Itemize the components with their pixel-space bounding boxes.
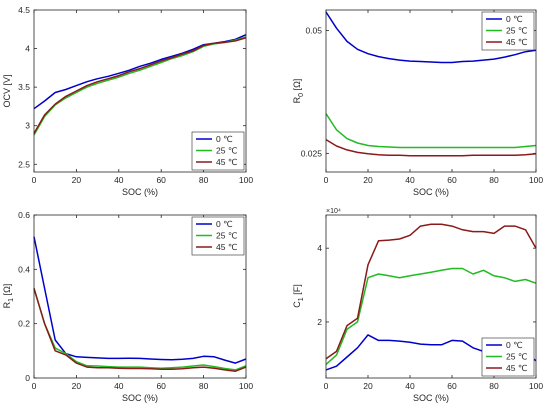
legend: 0 ℃ 25 ℃45 ℃	[191, 216, 245, 256]
legend: 0 ℃ 25 ℃45 ℃	[191, 131, 245, 171]
y-tick-label: 3	[25, 121, 30, 131]
x-axis-label: SOC (%)	[413, 187, 449, 197]
legend-label: 25 ℃	[216, 231, 238, 241]
y-axis-label-unit: [Ω]	[2, 284, 12, 298]
legend-label: 45 ℃	[506, 37, 528, 47]
x-tick-label: 40	[405, 381, 415, 391]
axes-frame	[325, 214, 537, 379]
y-axis-label-symbol: C	[292, 301, 302, 308]
series-line-3	[325, 138, 537, 157]
x-tick-label: 80	[199, 175, 209, 185]
x-tick-label: 0	[32, 175, 37, 185]
y-axis-label-unit: [Ω]	[292, 79, 302, 93]
legend-label: 25 ℃	[506, 26, 528, 36]
y-tick-label: 4.5	[18, 5, 30, 15]
series-line-2	[325, 113, 537, 149]
x-tick-label: 0	[32, 381, 37, 391]
y-axis-label: R1 [Ω]	[2, 284, 15, 309]
y-tick-label: 0.4	[18, 264, 30, 274]
y-tick-label: 0.025	[301, 148, 323, 158]
x-tick-label: 60	[156, 175, 166, 185]
series-line-2	[33, 288, 247, 371]
series-line-3	[325, 223, 537, 360]
y-tick-label: 4	[317, 243, 322, 253]
axes-frame	[325, 9, 537, 173]
y-tick-label: 0.05	[305, 26, 322, 36]
x-axis-label: SOC (%)	[413, 393, 449, 403]
x-axis-label: SOC (%)	[122, 393, 158, 403]
legend-label: 45 ℃	[506, 363, 528, 373]
legend-label: 45 ℃	[216, 242, 238, 252]
y-tick-label: 2.5	[18, 159, 30, 169]
legend-label: 45 ℃	[216, 157, 238, 167]
y-axis-label: C1 [F]	[292, 284, 305, 307]
x-tick-label: 60	[156, 381, 166, 391]
y-axis-label-symbol: R	[292, 96, 302, 103]
x-tick-label: 100	[529, 381, 543, 391]
legend-label: 0 ℃	[506, 14, 523, 24]
axes-frame	[33, 214, 247, 379]
y-axis-label-subscript: 0	[298, 93, 305, 97]
y-tick-label: 4	[25, 44, 30, 54]
x-axis-label: SOC (%)	[122, 187, 158, 197]
x-tick-label: 60	[447, 175, 457, 185]
x-tick-label: 80	[489, 175, 499, 185]
x-tick-label: 20	[72, 175, 82, 185]
legend-label: 0 ℃	[216, 134, 233, 144]
chart-panel-3: 0 20 40 60 80 100 0 0.2 0.4 0.6 SOC (%) R1 [Ω] 0 ℃ 25…	[2, 210, 253, 403]
x-tick-label: 100	[239, 175, 253, 185]
x-tick-label: 0	[324, 381, 329, 391]
x-tick-label: 0	[324, 175, 329, 185]
series-line-1	[325, 11, 537, 64]
x-tick-label: 80	[489, 381, 499, 391]
legend-label: 25 ℃	[506, 352, 528, 362]
y-tick-label: 0.6	[18, 210, 30, 220]
x-tick-label: 60	[447, 381, 457, 391]
x-tick-label: 100	[239, 381, 253, 391]
x-tick-label: 20	[363, 175, 373, 185]
legend-label: 0 ℃	[506, 340, 523, 350]
y-axis-label-unit: [F]	[292, 284, 302, 297]
legend-label: 0 ℃	[216, 219, 233, 229]
x-tick-label: 20	[72, 381, 82, 391]
legend: 0 ℃ 25 ℃45 ℃	[481, 337, 535, 377]
x-tick-label: 40	[114, 175, 124, 185]
series-line-1	[33, 236, 247, 364]
series-line-2	[325, 267, 537, 365]
y-axis-label: R0 [Ω]	[292, 79, 305, 104]
axis-exponent-label: ×10⁴	[326, 208, 341, 215]
y-tick-label: 3.5	[18, 82, 30, 92]
y-tick-label: 0	[25, 373, 30, 383]
y-tick-label: 2	[317, 317, 322, 327]
chart-panel-4: 0 20 40 60 80 100 2 4 SOC (%) C1 [F] ×10⁴ 0 ℃ 25 ℃45…	[292, 208, 543, 403]
axes-frame	[33, 9, 247, 173]
legend-label: 25 ℃	[216, 146, 238, 156]
x-tick-label: 20	[363, 381, 373, 391]
x-tick-label: 80	[199, 381, 209, 391]
x-tick-label: 40	[114, 381, 124, 391]
series-line-3	[33, 37, 247, 134]
y-tick-label: 0.2	[18, 319, 30, 329]
chart-panel-1: 0 20 40 60 80 100 2.5 3 3.5 4 4.5 SOC (%) OCV [V] 0 ℃…	[2, 5, 253, 197]
y-axis-label: OCV [V]	[2, 74, 12, 107]
y-axis-label-subscript: 1	[298, 297, 305, 301]
y-axis-label-symbol: R	[2, 301, 12, 308]
y-axis-label-subscript: 1	[8, 298, 15, 302]
series-line-3	[33, 288, 247, 372]
x-tick-label: 40	[405, 175, 415, 185]
x-tick-label: 100	[529, 175, 543, 185]
legend: 0 ℃ 25 ℃45 ℃	[481, 11, 535, 51]
